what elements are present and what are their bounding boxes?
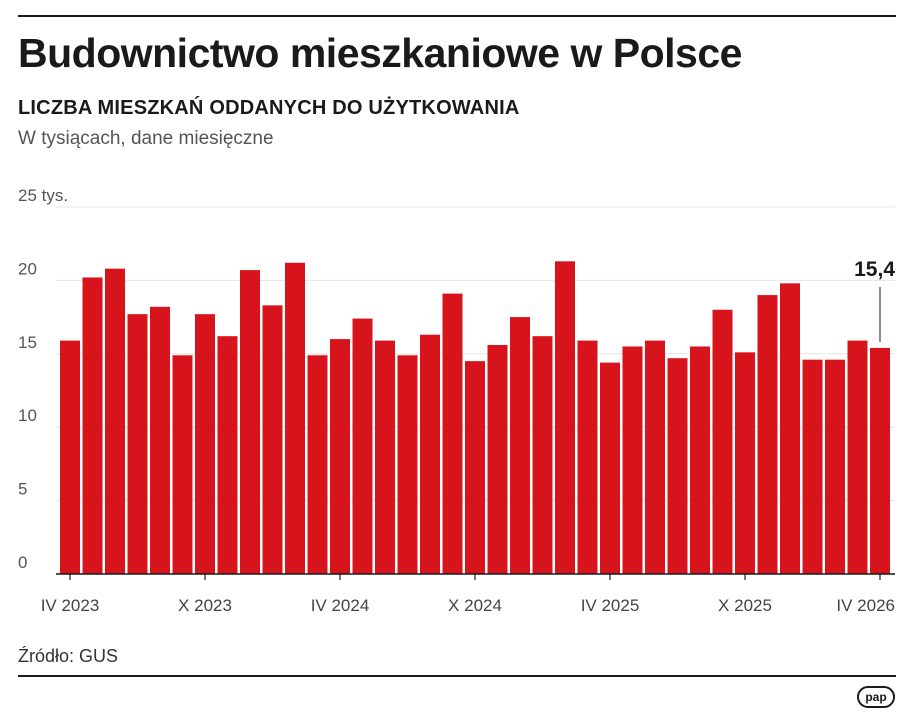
bar (532, 336, 553, 574)
y-tick-label: 10 (18, 406, 37, 425)
bar (285, 262, 305, 574)
x-tick-label: IV 2023 (41, 596, 100, 615)
y-axis-labels: 0 5 10 15 20 25 tys. (18, 186, 68, 572)
x-tick-label: X 2025 (718, 596, 772, 615)
bar (735, 352, 755, 574)
bar (577, 340, 598, 574)
bar (645, 340, 665, 574)
bar (442, 293, 463, 574)
x-tick-label: IV 2025 (581, 596, 640, 615)
bar (690, 346, 710, 574)
last-value-label: 15,4 (854, 258, 895, 281)
y-tick-label: 20 (18, 259, 37, 278)
bar (622, 346, 643, 574)
x-tick-label: IV 2024 (311, 596, 370, 615)
bar (757, 295, 778, 574)
bottom-rule (18, 675, 896, 677)
bar (825, 359, 845, 574)
chart-subtitle: LICZBA MIESZKAŃ ODDANYCH DO UŻYTKOWANIA (18, 97, 520, 119)
y-tick-label: 5 (18, 480, 27, 499)
bar (127, 314, 148, 574)
bar (780, 283, 800, 574)
bar (217, 336, 238, 574)
bar (600, 362, 620, 574)
x-tick-label: X 2024 (448, 596, 502, 615)
bar (60, 340, 80, 574)
pap-logo: pap (857, 686, 895, 708)
bar (510, 317, 530, 574)
bar (330, 339, 350, 574)
bar (870, 347, 890, 574)
y-tick-label: 15 (18, 333, 37, 352)
bar (195, 314, 215, 574)
bars (60, 261, 890, 574)
bar (667, 358, 688, 574)
bar (307, 355, 328, 574)
source-note: Źródło: GUS (18, 646, 119, 666)
page-title: Budownictwo mieszkaniowe w Polsce (18, 30, 742, 76)
bar (420, 334, 440, 574)
bar (105, 268, 125, 574)
bar (847, 340, 868, 574)
x-tick-label: X 2023 (178, 596, 232, 615)
bar (487, 344, 508, 574)
bar (82, 277, 103, 574)
bar (150, 306, 170, 574)
bar (352, 318, 373, 574)
y-tick-label: 0 (18, 553, 27, 572)
bar-chart: 0 5 10 15 20 25 tys. IV 2023 X 2023 IV 2024 X 20… (18, 186, 895, 615)
top-rule (18, 15, 896, 17)
y-tick-label: 25 tys. (18, 186, 68, 205)
last-value-annotation: 15,4 (854, 258, 895, 342)
x-tick-label: IV 2026 (836, 596, 895, 615)
bar (397, 355, 418, 574)
bar (375, 340, 395, 574)
bar (262, 305, 283, 574)
bar (712, 309, 733, 574)
bar (555, 261, 575, 574)
bar (802, 359, 823, 574)
unit-note: W tysiącach, dane miesięczne (18, 128, 274, 149)
bar (172, 355, 193, 574)
bar (465, 361, 485, 574)
bar (240, 270, 260, 574)
x-axis-ticks: IV 2023 X 2023 IV 2024 X 2024 IV 2025 X 2025 I… (41, 574, 895, 615)
